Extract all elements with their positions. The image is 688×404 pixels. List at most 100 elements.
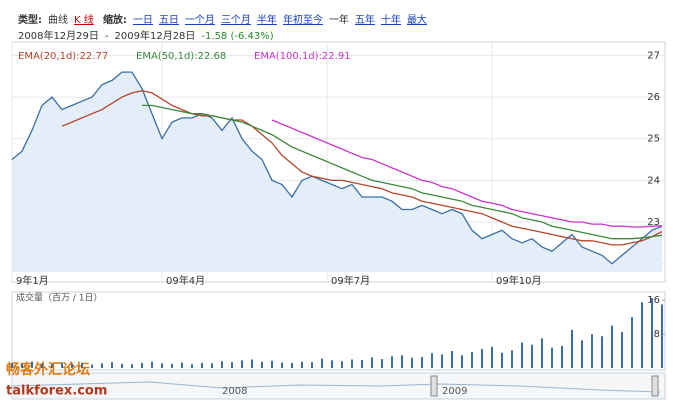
range-start: 2008年12月29日 — [18, 31, 99, 42]
volume-bar — [411, 357, 413, 368]
navigator-line — [11, 381, 661, 393]
series-line — [11, 71, 663, 265]
x-tick-label: 09年7月 — [331, 274, 370, 287]
navigator-label: 2009 — [442, 386, 467, 397]
type-label: 类型: — [18, 15, 42, 26]
y-tick-label: 26 — [647, 92, 660, 103]
volume-bar — [161, 363, 163, 368]
navigator-handle[interactable] — [651, 375, 659, 397]
volume-bar — [21, 363, 23, 368]
volume-bar — [171, 363, 173, 368]
volume-bar — [221, 361, 223, 368]
legend-label: EMA(20,1d):22.77 — [18, 51, 108, 62]
volume-bar — [291, 362, 293, 368]
x-tick-label: 09年4月 — [166, 274, 205, 287]
area — [12, 72, 662, 272]
volume-bar — [371, 357, 373, 368]
volume-bar — [31, 361, 33, 368]
volume-bar — [261, 361, 263, 368]
volume-title: 成交量（百万 / 1日） — [16, 292, 102, 304]
volume-bar — [391, 356, 393, 368]
volume-bar — [131, 364, 133, 368]
volume-bar — [191, 364, 193, 368]
volume-bar — [351, 359, 353, 368]
volume-bar — [281, 362, 283, 368]
volume-bar — [71, 363, 73, 368]
volume-bar — [101, 363, 103, 368]
volume-bar — [421, 356, 423, 368]
volume-bar — [51, 364, 53, 368]
volume-bar — [231, 362, 233, 368]
volume-bar — [401, 355, 403, 368]
zoom-option[interactable]: 五年 — [354, 15, 375, 26]
range-change: -1.58 (-6.43%) — [201, 31, 274, 42]
volume-bar — [301, 361, 303, 368]
volume-bar — [511, 350, 513, 368]
zoom-option[interactable]: 半年 — [256, 15, 277, 26]
zoom-option[interactable]: 十年 — [380, 15, 401, 26]
volume-bar — [241, 360, 243, 368]
volume-bar — [121, 363, 123, 368]
volume-bar — [581, 340, 583, 368]
volume-bar — [611, 325, 613, 368]
volume-bar — [601, 336, 603, 368]
zoom-option[interactable]: 五日 — [158, 15, 179, 26]
date-range: 2008年12月29日 -2009年12月28日 -1.58 (-6.43%) — [18, 27, 280, 42]
series-line — [271, 119, 663, 228]
volume-bar — [381, 359, 383, 368]
volume-bar — [441, 354, 443, 368]
range-end: 2009年12月28日 — [114, 31, 196, 42]
volume-bar — [641, 302, 643, 368]
volume-bar — [311, 362, 313, 368]
x-tick-label: 09年10月 — [496, 274, 541, 287]
volume-bar — [491, 346, 493, 368]
volume-bar — [271, 360, 273, 368]
zoom-option[interactable]: 最大 — [406, 15, 427, 26]
range-separator: - — [104, 31, 109, 42]
volume-bar — [621, 332, 623, 368]
volume-bar — [541, 338, 543, 368]
volume-tick-label: 16 — [647, 295, 660, 306]
volume-bar — [521, 342, 523, 368]
volume-bar — [201, 362, 203, 368]
type-option: 曲线 — [48, 15, 68, 26]
volume-bar — [591, 334, 593, 368]
volume-bar — [651, 298, 653, 368]
volume-bar — [61, 362, 63, 368]
volume-bar — [331, 360, 333, 368]
volume-bar — [551, 347, 553, 368]
volume-bar — [531, 344, 533, 368]
volume-bar — [141, 362, 143, 368]
watermark-title: 畅客外汇论坛 — [6, 361, 90, 378]
zoom-label: 缩放: — [102, 15, 127, 26]
zoom-option: 一年 — [328, 15, 349, 26]
legend-label: EMA(50,1d):22.68 — [136, 51, 226, 62]
volume-bar — [151, 361, 153, 368]
y-tick-label: 27 — [647, 50, 660, 61]
type-option[interactable]: K 线 — [74, 15, 94, 26]
watermark-url: talkforex.com — [6, 384, 107, 399]
y-tick-label: 25 — [647, 134, 660, 145]
volume-bar — [461, 355, 463, 368]
volume-bar — [661, 304, 663, 368]
zoom-option[interactable]: 一日 — [132, 15, 153, 26]
series-line — [142, 104, 663, 240]
volume-bar — [571, 329, 573, 368]
navigator-handle[interactable] — [430, 375, 438, 397]
legend-label: EMA(100,1d):22.91 — [254, 51, 351, 62]
volume-bar — [431, 353, 433, 368]
volume-bar — [361, 359, 363, 368]
navigator-label: 2008 — [222, 386, 247, 397]
volume-bar — [91, 364, 93, 368]
volume-bar — [451, 351, 453, 368]
volume-bar — [321, 358, 323, 368]
volume-bar — [561, 345, 563, 368]
zoom-option[interactable]: 一个月 — [184, 15, 215, 26]
volume-bar — [111, 362, 113, 368]
zoom-option[interactable]: 三个月 — [220, 15, 251, 26]
y-tick-label: 23 — [647, 217, 660, 228]
volume-bar — [211, 363, 213, 368]
zoom-option[interactable]: 年初至今 — [282, 15, 323, 26]
volume-frame — [11, 291, 666, 371]
